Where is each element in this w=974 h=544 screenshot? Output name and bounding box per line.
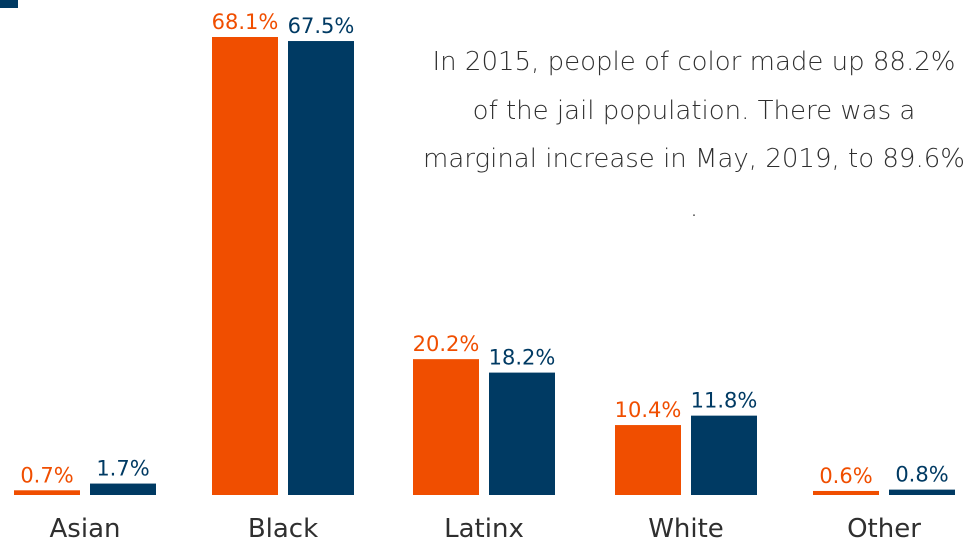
data-label-black-series-1: 68.1% — [212, 10, 279, 34]
bar-white-series-2 — [691, 415, 757, 495]
bar-other-series-1 — [813, 490, 879, 495]
data-label-white-series-1: 10.4% — [615, 398, 682, 422]
category-label-black: Black — [248, 514, 318, 544]
bar-black-series-1 — [212, 37, 278, 495]
data-label-latinx-series-2: 18.2% — [489, 346, 556, 370]
data-label-latinx-series-1: 20.2% — [413, 332, 480, 356]
data-label-other-series-1: 0.6% — [819, 464, 872, 488]
category-label-asian: Asian — [50, 514, 121, 544]
bar-other-series-2 — [889, 489, 955, 495]
chart-annotation: In 2015, people of color made up 88.2% o… — [423, 47, 965, 223]
bar-white-series-1 — [615, 425, 681, 495]
legend-swatch — [0, 0, 18, 8]
bar-asian-series-1 — [14, 490, 80, 495]
data-label-asian-series-1: 0.7% — [20, 463, 73, 487]
data-label-black-series-2: 67.5% — [288, 14, 355, 38]
category-label-white: White — [648, 514, 724, 544]
category-label-other: Other — [847, 514, 921, 544]
data-label-white-series-2: 11.8% — [691, 389, 758, 413]
data-label-other-series-2: 0.8% — [895, 463, 948, 487]
bar-latinx-series-2 — [489, 372, 555, 495]
bar-asian-series-2 — [90, 483, 156, 495]
bar-black-series-2 — [288, 41, 354, 495]
data-label-asian-series-2: 1.7% — [96, 457, 149, 481]
bar-latinx-series-1 — [413, 359, 479, 495]
category-label-latinx: Latinx — [444, 514, 524, 544]
